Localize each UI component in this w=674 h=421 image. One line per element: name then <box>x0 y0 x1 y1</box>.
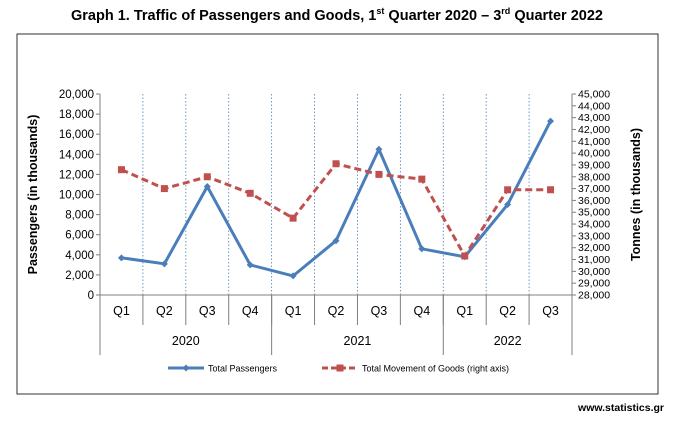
passengers-point <box>246 261 254 269</box>
right-tick-label: 42,000 <box>578 124 610 136</box>
right-tick-label: 44,000 <box>578 100 610 112</box>
left-tick-label: 4,000 <box>65 250 94 262</box>
left-axis-title: Passengers (in thousands) <box>26 115 40 275</box>
x-tick-label: Q1 <box>285 304 302 318</box>
goods-point <box>375 170 383 178</box>
right-tick-label: 30,000 <box>578 266 610 278</box>
goods-point <box>547 186 555 194</box>
right-tick-label: 45,000 <box>578 89 610 101</box>
x-tick-label: Q3 <box>371 304 388 318</box>
right-tick-label: 43,000 <box>578 112 610 124</box>
right-tick-label: 38,000 <box>578 171 610 183</box>
passengers-point <box>504 201 512 209</box>
goods-point <box>461 252 469 260</box>
x-tick-label: Q3 <box>199 304 216 318</box>
passengers-point <box>203 182 211 190</box>
x-tick-label: Q2 <box>499 304 516 318</box>
goods-point <box>418 175 426 183</box>
title-sup-st: st <box>376 6 385 16</box>
right-tick-label: 29,000 <box>578 278 610 290</box>
passengers-point <box>289 272 297 280</box>
passengers-point <box>117 254 125 262</box>
chart-title: Graph 1. Traffic of Passengers and Goods… <box>0 6 674 24</box>
legend-passengers-label: Total Passengers <box>208 364 278 374</box>
left-tick-label: 14,000 <box>59 149 94 161</box>
right-tick-label: 31,000 <box>578 254 610 266</box>
year-label: 2021 <box>344 334 372 348</box>
left-tick-label: 2,000 <box>65 270 94 282</box>
right-tick-label: 39,000 <box>578 159 610 171</box>
legend-goods-label: Total Movement of Goods (right axis) <box>362 364 509 374</box>
right-axis-title: Tonnes (in thousands) <box>629 128 643 261</box>
right-tick-label: 28,000 <box>578 290 610 302</box>
left-tick-label: 20,000 <box>59 89 94 101</box>
passengers-point <box>332 237 340 245</box>
x-tick-label: Q1 <box>456 304 473 318</box>
right-tick-label: 37,000 <box>578 183 610 195</box>
goods-point <box>246 189 254 197</box>
year-label: 2022 <box>494 334 522 348</box>
right-tick-label: 33,000 <box>578 230 610 242</box>
passengers-point <box>160 260 168 268</box>
left-tick-label: 6,000 <box>65 230 94 242</box>
passengers-point <box>375 145 383 153</box>
title-suffix: Quarter 2022 <box>510 7 603 24</box>
left-tick-label: 10,000 <box>59 190 94 202</box>
left-tick-label: 18,000 <box>59 109 94 121</box>
goods-point <box>332 160 340 168</box>
year-label: 2020 <box>172 334 200 348</box>
left-tick-label: 8,000 <box>65 210 94 222</box>
source-footer: www.statistics.gr <box>578 402 664 414</box>
goods-point <box>117 166 125 174</box>
left-tick-label: 16,000 <box>59 129 94 141</box>
x-tick-label: Q1 <box>113 304 130 318</box>
x-tick-label: Q2 <box>156 304 173 318</box>
legend-goods-marker <box>336 364 344 372</box>
right-tick-label: 32,000 <box>578 242 610 254</box>
left-tick-label: 0 <box>88 290 94 302</box>
goods-point <box>160 185 168 193</box>
legend-passengers-marker <box>182 364 190 372</box>
x-tick-label: Q2 <box>328 304 345 318</box>
left-tick-label: 12,000 <box>59 169 94 181</box>
right-tick-label: 41,000 <box>578 136 610 148</box>
title-mid: Quarter 2020 – 3 <box>384 7 502 24</box>
right-tick-label: 40,000 <box>578 148 610 160</box>
title-main: Graph 1. Traffic of Passengers and Goods… <box>70 7 377 24</box>
title-sup-rd: rd <box>501 6 511 16</box>
x-tick-label: Q4 <box>413 304 430 318</box>
goods-point <box>289 214 297 222</box>
right-tick-label: 35,000 <box>578 207 610 219</box>
right-tick-label: 36,000 <box>578 195 610 207</box>
goods-point <box>504 186 512 194</box>
passengers-point <box>418 245 426 253</box>
chart-frame <box>16 33 659 395</box>
x-tick-label: Q3 <box>542 304 559 318</box>
right-tick-label: 34,000 <box>578 219 610 231</box>
goods-point <box>203 173 211 181</box>
passengers-point <box>547 117 555 125</box>
x-tick-label: Q4 <box>242 304 259 318</box>
